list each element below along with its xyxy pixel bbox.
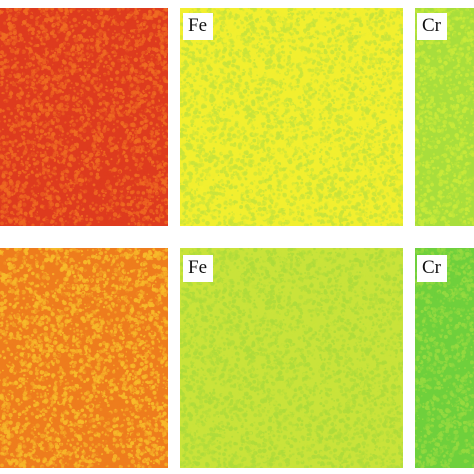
speckle-texture bbox=[415, 8, 474, 226]
speckle-texture bbox=[180, 8, 403, 226]
element-label-fe-bottom: Fe bbox=[183, 255, 213, 282]
speckle-texture bbox=[0, 248, 168, 468]
element-label-fe-top: Fe bbox=[183, 13, 213, 40]
element-label-cr-top: Cr bbox=[417, 13, 447, 40]
element-map-cr-top bbox=[415, 8, 474, 226]
element-map-bottom-left bbox=[0, 248, 168, 468]
element-map-fe-bottom bbox=[180, 248, 403, 468]
element-label-cr-bottom: Cr bbox=[417, 255, 447, 282]
speckle-texture bbox=[180, 248, 403, 468]
element-map-fe-top bbox=[180, 8, 403, 226]
element-map-top-left bbox=[0, 8, 168, 226]
speckle-texture bbox=[0, 8, 168, 226]
